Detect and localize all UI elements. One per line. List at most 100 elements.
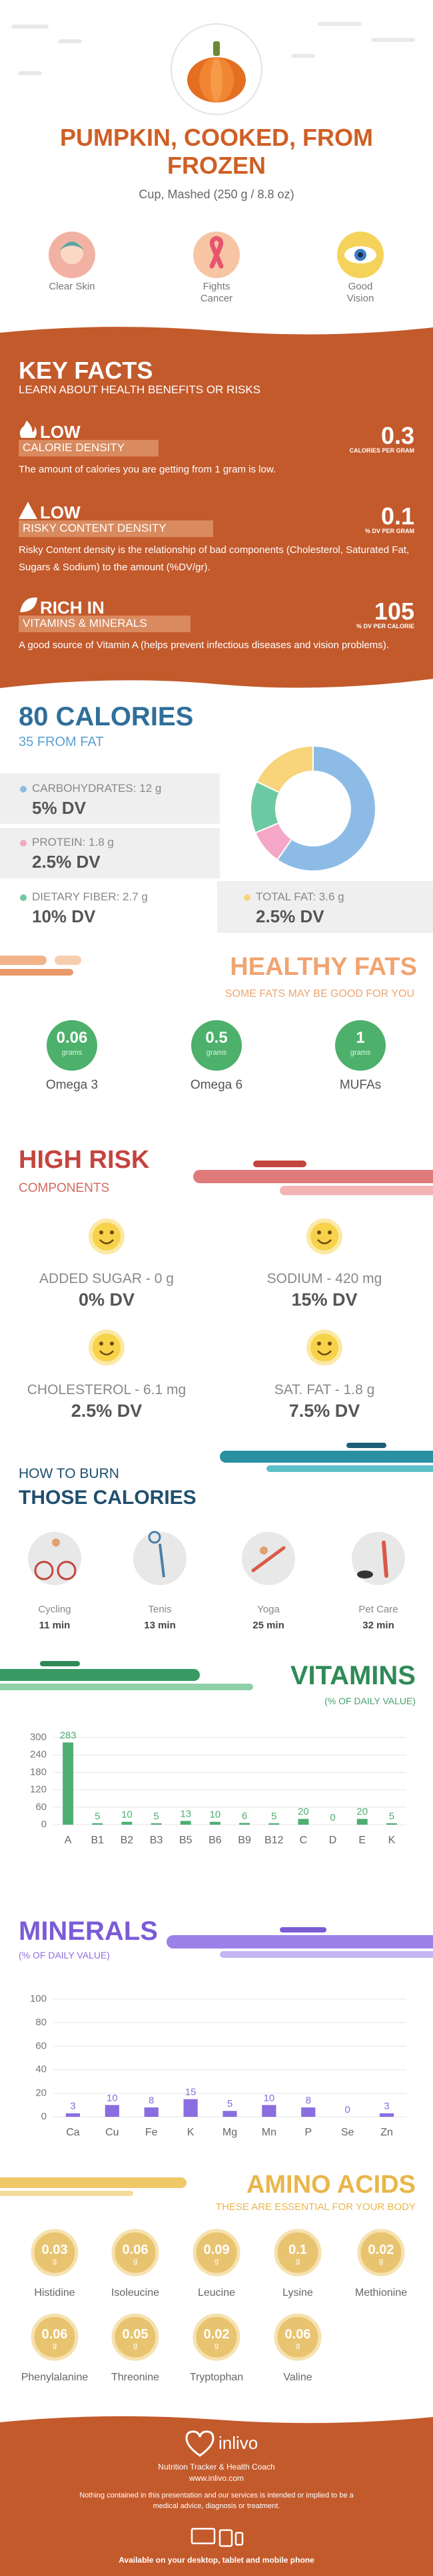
fat-badge bbox=[191, 1020, 242, 1071]
amino-name: Histidine bbox=[34, 2287, 75, 2299]
amino-name: Methionine bbox=[354, 2287, 408, 2299]
amino-decor bbox=[0, 2177, 187, 2196]
bar bbox=[183, 2099, 198, 2117]
value-label: 0 bbox=[344, 2104, 350, 2116]
amino-name: Valine bbox=[283, 2372, 312, 2383]
smiley bbox=[89, 1218, 125, 1254]
risk-name: SODIUM - 420 mg bbox=[266, 1271, 382, 1286]
activity-minutes: 25 bbox=[252, 1620, 264, 1631]
x-tick-label: Se bbox=[341, 2127, 354, 2138]
activity-name: Tenis bbox=[148, 1604, 172, 1615]
amino-unit: g bbox=[52, 2342, 57, 2350]
smiley-mouth bbox=[99, 1239, 114, 1244]
activity-minutes: 32 bbox=[362, 1620, 374, 1631]
value-label: 283 bbox=[60, 1730, 77, 1741]
fact-description: The amount of calories you are getting f… bbox=[19, 464, 276, 475]
section-subtitle: THESE ARE ESSENTIAL FOR YOUR BODY bbox=[215, 2201, 416, 2213]
donut-segment bbox=[276, 745, 376, 872]
x-tick-label: B5 bbox=[179, 1835, 193, 1846]
amino-unit: g bbox=[295, 2342, 300, 2350]
amino-unit: g bbox=[133, 2257, 138, 2265]
tagline: Nutrition Tracker & Health Coach bbox=[158, 2462, 275, 2472]
risk-dv: 15% DV bbox=[291, 1290, 358, 1310]
value-label: 6 bbox=[242, 1810, 247, 1821]
fat-value: 1 bbox=[356, 1029, 365, 1047]
amino-unit: g bbox=[214, 2257, 219, 2265]
y-tick-label: 0 bbox=[41, 2111, 47, 2122]
value-label: 20 bbox=[356, 1806, 368, 1817]
bar bbox=[65, 2113, 81, 2117]
x-tick-label: B3 bbox=[150, 1835, 163, 1846]
bar bbox=[268, 1823, 280, 1825]
bar bbox=[222, 2111, 237, 2117]
y-tick-label: 40 bbox=[35, 2064, 47, 2075]
nutrient-unit: g bbox=[155, 782, 162, 795]
value-label: 5 bbox=[227, 2098, 232, 2110]
risk-dv: 2.5% DV bbox=[71, 1401, 143, 1421]
section-title: AMINO ACIDS bbox=[246, 2171, 416, 2199]
amino-value: 0.1 bbox=[288, 2243, 307, 2257]
y-tick-label: 240 bbox=[30, 1749, 47, 1760]
amino-badge bbox=[357, 2229, 405, 2277]
section-title: 80 CALORIES bbox=[19, 702, 194, 731]
nutrient-name: TOTAL FAT: bbox=[256, 890, 316, 903]
chart-title: VITAMINS bbox=[290, 1661, 416, 1690]
smiley-eye bbox=[110, 1342, 114, 1346]
value-label: 10 bbox=[107, 2092, 118, 2104]
amino-name: Threonine bbox=[111, 2372, 160, 2383]
legend-dot bbox=[244, 894, 250, 901]
smiley-eye bbox=[110, 1230, 114, 1234]
nutrient-amount: PROTEIN: 1.8 g bbox=[32, 836, 114, 849]
legend-dot bbox=[20, 840, 27, 846]
fat-badge bbox=[335, 1020, 386, 1071]
high-risk-decor bbox=[193, 1161, 433, 1195]
value-label: 5 bbox=[389, 1811, 394, 1822]
bar bbox=[209, 1821, 220, 1825]
bar bbox=[262, 2105, 276, 2117]
amino-value: 0.02 bbox=[368, 2243, 394, 2257]
activity-icons bbox=[28, 1531, 405, 1585]
y-tick-label: 20 bbox=[35, 2088, 47, 2099]
header-dashes bbox=[11, 22, 415, 75]
bar bbox=[151, 1823, 162, 1825]
value-label: 20 bbox=[298, 1806, 309, 1817]
fat-name: MUFAs bbox=[339, 1078, 382, 1092]
amino-badge bbox=[31, 2313, 79, 2361]
y-tick-label: 100 bbox=[30, 1993, 47, 2004]
activity-name: Pet Care bbox=[358, 1604, 398, 1615]
amino-name: Tryptophan bbox=[189, 2372, 244, 2383]
brand: inlivo bbox=[218, 2433, 258, 2453]
nutrient-unit: g bbox=[141, 890, 148, 903]
nutrient-value: 2.7 bbox=[123, 890, 139, 903]
value-label: 13 bbox=[180, 1808, 191, 1819]
value-label: 5 bbox=[271, 1811, 276, 1822]
amino-value: 0.09 bbox=[203, 2243, 230, 2257]
bar bbox=[63, 1742, 74, 1825]
smiley-eye bbox=[317, 1230, 321, 1234]
bar bbox=[180, 1821, 191, 1825]
nutrient-value: 3.6 bbox=[318, 890, 335, 903]
section-subtitle: 35 FROM FAT bbox=[19, 735, 104, 749]
chart-subtitle: (% OF DAILY VALUE) bbox=[324, 1696, 416, 1706]
x-tick-label: D bbox=[329, 1835, 337, 1846]
x-tick-label: K bbox=[187, 2127, 195, 2138]
fact-level: RICH IN bbox=[40, 598, 105, 618]
amino-badge bbox=[111, 2313, 159, 2361]
device-icons bbox=[191, 2527, 244, 2547]
y-tick-label: 180 bbox=[30, 1766, 47, 1777]
nutrient-amount: CARBOHYDRATES: 12 g bbox=[32, 782, 161, 795]
amino-name: Isoleucine bbox=[111, 2287, 160, 2299]
nutrient-name: DIETARY FIBER: bbox=[32, 890, 120, 903]
benefit-label: Clear Skin bbox=[49, 281, 95, 292]
serving-size: Cup, Mashed (250 g / 8.8 oz) bbox=[139, 188, 294, 201]
nutrient-amount: DIETARY FIBER: 2.7 g bbox=[32, 890, 148, 904]
nutrient-value: 12 bbox=[139, 782, 153, 795]
fact-level: LOW bbox=[40, 502, 81, 522]
legend-dot bbox=[20, 894, 27, 901]
amino-value: 0.05 bbox=[122, 2327, 149, 2342]
activity-unit: min bbox=[266, 1620, 284, 1631]
amino-unit: g bbox=[52, 2257, 57, 2265]
amino-name: Phenylalanine bbox=[21, 2372, 89, 2383]
fact-unit: % DV PER CALORIE bbox=[356, 623, 414, 630]
